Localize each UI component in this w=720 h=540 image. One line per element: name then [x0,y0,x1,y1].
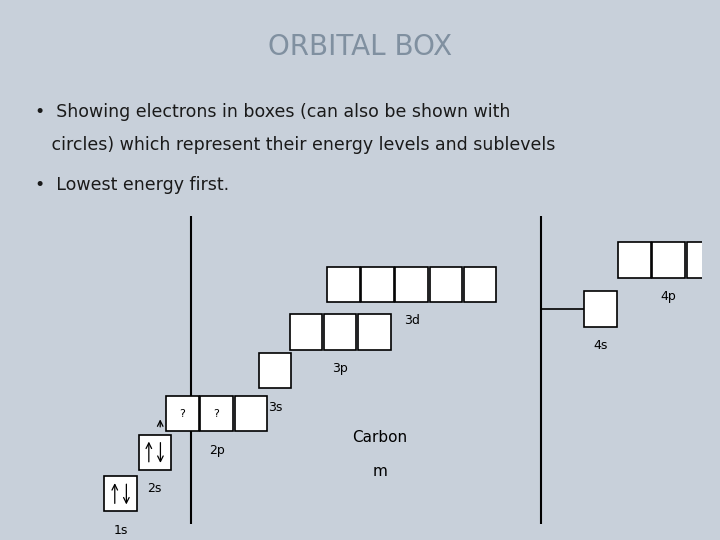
Text: •  Lowest energy first.: • Lowest energy first. [35,176,229,194]
Bar [259,353,292,388]
Text: 4p: 4p [661,290,676,303]
Bar [652,242,685,278]
Bar [200,396,233,431]
Bar [166,396,199,431]
Bar [687,242,719,278]
Text: 4s: 4s [593,339,608,352]
Text: m: m [372,464,387,479]
Text: ?: ? [179,409,186,419]
Text: 1s: 1s [113,524,127,537]
Bar [138,435,171,470]
Bar [395,267,428,302]
Bar [324,314,356,350]
Text: 2p: 2p [209,444,225,457]
Text: Carbon: Carbon [353,430,408,445]
Text: ?: ? [214,409,220,419]
Bar [328,267,359,302]
Bar [361,267,394,302]
Text: 3d: 3d [404,314,420,327]
Text: circles) which represent their energy levels and sublevels: circles) which represent their energy le… [35,136,556,153]
Bar [235,396,266,431]
Bar [359,314,390,350]
Text: 2s: 2s [148,482,162,495]
Text: 3p: 3p [333,362,348,375]
Bar [618,242,651,278]
Bar [290,314,323,350]
Bar [430,267,462,302]
Text: •  Showing electrons in boxes (can also be shown with: • Showing electrons in boxes (can also b… [35,103,510,121]
Text: 3s: 3s [268,401,282,414]
Bar [464,267,496,302]
Bar [585,292,616,327]
Text: ORBITAL BOX: ORBITAL BOX [268,33,452,61]
Bar [104,476,137,511]
